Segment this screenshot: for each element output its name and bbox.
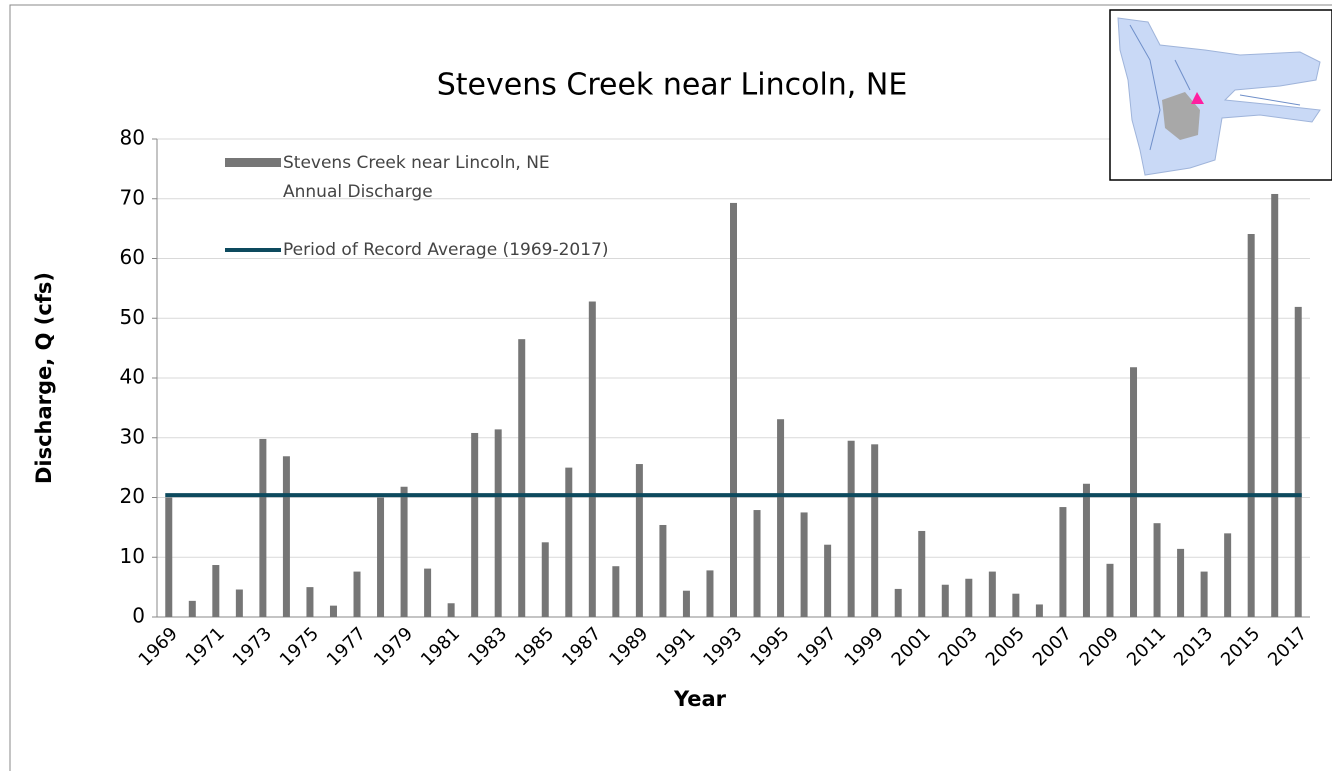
bar xyxy=(1130,367,1138,617)
x-tick-label: 1987 xyxy=(558,623,605,670)
x-tick-label: 1977 xyxy=(323,623,370,670)
bar xyxy=(306,587,314,617)
x-tick-label: 1983 xyxy=(464,623,511,670)
x-tick-label: 2007 xyxy=(1029,623,1076,670)
y-axis-title: Discharge, Q (cfs) xyxy=(32,272,56,484)
bar xyxy=(988,571,996,617)
gage-marker xyxy=(1191,92,1204,104)
bar xyxy=(1224,533,1232,617)
x-tick-label: 1981 xyxy=(417,623,464,670)
x-tick-label: 1969 xyxy=(135,623,182,670)
x-tick-label: 2011 xyxy=(1123,623,1170,670)
bar xyxy=(1012,593,1020,617)
bar xyxy=(565,467,573,617)
x-tick-label: 2003 xyxy=(935,623,982,670)
bar xyxy=(941,584,949,617)
bar xyxy=(800,512,808,617)
bar xyxy=(1200,571,1208,617)
bar xyxy=(1271,193,1279,617)
bar xyxy=(1106,563,1114,617)
bar xyxy=(400,486,408,617)
x-tick-label: 1975 xyxy=(276,623,323,670)
bar xyxy=(541,542,549,617)
bar xyxy=(635,464,643,617)
bar xyxy=(282,456,290,617)
bar xyxy=(494,429,502,617)
legend-swatch xyxy=(225,158,281,167)
city-area xyxy=(1162,92,1200,140)
bar xyxy=(1153,523,1161,617)
bar xyxy=(918,530,926,617)
bar xyxy=(1247,234,1255,617)
bar xyxy=(1059,507,1067,617)
legend-label: Stevens Creek near Lincoln, NE xyxy=(283,153,550,173)
bar xyxy=(188,600,196,617)
bar xyxy=(1177,548,1185,617)
y-tick-label: 30 xyxy=(120,424,145,448)
x-tick-label: 2015 xyxy=(1217,623,1264,670)
x-tick-label: 2017 xyxy=(1264,623,1311,670)
bar xyxy=(894,588,902,617)
bar xyxy=(165,497,173,617)
bar xyxy=(847,440,855,617)
plot-area: 0 10 20 30 40 50 60 70 80 1969 1971 1973 1975 1977 197… xyxy=(120,126,1312,671)
x-tick-label: 1997 xyxy=(793,623,840,670)
legend-label: Annual Discharge xyxy=(283,182,433,202)
bar xyxy=(377,497,385,617)
y-tick-label: 0 xyxy=(132,604,145,628)
bar xyxy=(659,524,667,617)
x-tick-label: 1971 xyxy=(182,623,229,670)
y-tick-label: 70 xyxy=(120,185,145,209)
x-tick-label: 1995 xyxy=(746,623,793,670)
bar xyxy=(612,566,620,617)
rivers xyxy=(1129,24,1301,151)
bar xyxy=(706,570,714,617)
bar xyxy=(588,301,596,617)
x-tick-label: 1989 xyxy=(605,623,652,670)
x-tick-label: 1985 xyxy=(511,623,558,670)
x-tick-label: 1991 xyxy=(652,623,699,670)
bar xyxy=(965,578,973,617)
bar xyxy=(329,605,337,617)
bar xyxy=(777,419,785,617)
bar xyxy=(1082,483,1090,617)
x-tick-label: 2005 xyxy=(982,623,1029,670)
bar xyxy=(753,510,761,617)
x-tick-label: 1993 xyxy=(699,623,746,670)
bar xyxy=(235,589,243,617)
bar xyxy=(447,603,455,617)
bar xyxy=(871,444,879,617)
y-tick-label: 60 xyxy=(120,245,145,269)
y-tick-label: 50 xyxy=(120,305,145,329)
x-axis-title: Year xyxy=(673,687,727,711)
bar xyxy=(730,202,737,617)
inset-map xyxy=(1109,9,1332,181)
y-tick-label: 80 xyxy=(120,126,145,150)
x-tick-label: 2009 xyxy=(1076,623,1123,670)
frame xyxy=(9,4,1332,771)
y-tick-label: 10 xyxy=(120,544,145,568)
bar xyxy=(1035,604,1043,617)
legend-label: Period of Record Average (1969-2017) xyxy=(283,240,608,260)
bar xyxy=(518,339,526,617)
watershed xyxy=(1117,17,1321,176)
bar xyxy=(353,571,361,617)
bar xyxy=(682,590,690,617)
bar xyxy=(259,438,267,617)
bar xyxy=(824,544,832,617)
y-tick-label: 20 xyxy=(120,484,145,508)
bar xyxy=(212,565,220,617)
y-tick-label: 40 xyxy=(120,365,145,389)
x-tick-label: 2013 xyxy=(1170,623,1217,670)
x-tick-label: 1999 xyxy=(841,623,888,670)
bar xyxy=(1294,306,1302,617)
x-tick-label: 2001 xyxy=(888,623,935,670)
x-tick-label: 1979 xyxy=(370,623,417,670)
chart-title: Stevens Creek near Lincoln, NE xyxy=(437,68,908,103)
bar xyxy=(424,568,432,617)
x-tick-label: 1973 xyxy=(229,623,276,670)
bar xyxy=(471,432,479,617)
